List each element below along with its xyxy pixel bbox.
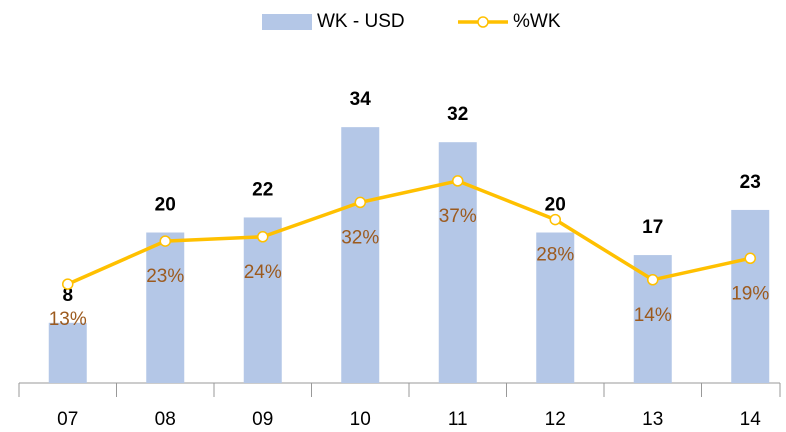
legend-swatch-marker <box>477 16 489 28</box>
line <box>67 179 751 286</box>
bar-label: 23 <box>740 172 761 193</box>
bar-label: 17 <box>642 217 663 238</box>
line-label: 24% <box>244 262 282 283</box>
bar-label: 32 <box>447 104 468 125</box>
line-label: 13% <box>49 309 87 330</box>
x-tick-label: 11 <box>448 409 468 430</box>
line-point <box>62 278 74 290</box>
x-tick-label: 12 <box>545 409 566 430</box>
line-label: 14% <box>634 305 672 326</box>
line-label: 28% <box>536 245 574 266</box>
line-label: 37% <box>439 206 477 227</box>
bar-label: 34 <box>350 89 372 110</box>
line-label: 23% <box>146 266 184 287</box>
line-point <box>647 274 659 286</box>
legend-label: %WK <box>513 11 561 32</box>
bar <box>146 232 185 383</box>
x-tick-label: 09 <box>252 409 273 430</box>
line-point <box>452 175 464 187</box>
bar-label: 8 <box>62 285 73 306</box>
line-label: 32% <box>341 227 379 248</box>
bar-label: 20 <box>155 195 176 216</box>
line-point <box>159 235 171 247</box>
line-point <box>549 213 561 226</box>
line-point <box>257 231 269 243</box>
bar <box>341 127 380 384</box>
bar <box>48 322 87 383</box>
x-tick-label: 07 <box>57 409 78 430</box>
bar <box>243 217 282 383</box>
bar-label: 20 <box>545 195 566 216</box>
x-tick-label: 10 <box>350 409 371 430</box>
line-point <box>354 196 366 209</box>
bar-label: 22 <box>252 179 273 200</box>
bar <box>731 209 770 383</box>
legend-label: WK - USD <box>317 11 405 32</box>
x-tick-label: 13 <box>642 409 663 430</box>
bar <box>536 232 575 383</box>
x-tick-label: 14 <box>740 409 762 430</box>
line-label: 19% <box>731 283 769 304</box>
line-point <box>744 252 756 265</box>
legend-swatch <box>262 14 312 30</box>
x-tick-label: 08 <box>155 409 176 430</box>
